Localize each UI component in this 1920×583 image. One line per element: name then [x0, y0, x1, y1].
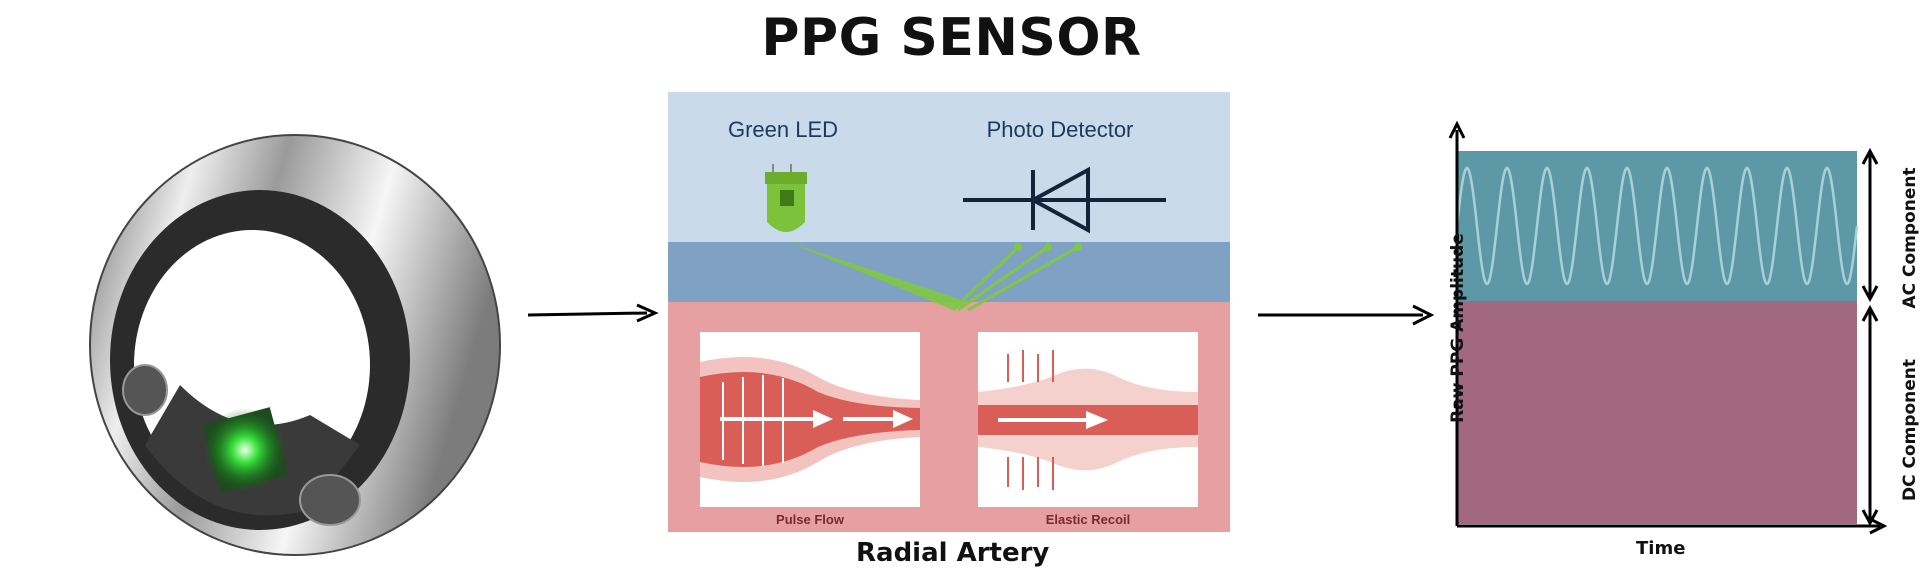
page-title: PPG SENSOR	[761, 8, 1142, 68]
elastic-recoil-label: Elastic Recoil	[1046, 512, 1131, 527]
y-axis-label: Raw PPG Amplitude	[1448, 233, 1468, 423]
ac-waveform	[1455, 166, 1859, 286]
dc-component-label: DC Component	[1900, 358, 1920, 502]
photo-diode-icon	[963, 166, 1166, 234]
x-axis-label: Time	[1636, 538, 1686, 559]
ac-component-label: AC Component	[1900, 167, 1920, 309]
arrow-to-chart	[1258, 304, 1435, 326]
photo-detector-label: Photo Detector	[987, 117, 1134, 142]
radial-artery-caption: Radial Artery	[856, 538, 1050, 568]
arrow-to-sensor	[527, 303, 659, 323]
ppg-sensor-diagram: Green LED Photo Detector Pulse Flow	[668, 92, 1230, 532]
green-led-label: Green LED	[728, 117, 838, 142]
green-led-icon	[765, 164, 807, 232]
pulse-flow-label: Pulse Flow	[776, 512, 845, 527]
dc-component-region	[1457, 301, 1857, 524]
smart-ring-image	[89, 134, 501, 556]
ppg-signal-chart	[1448, 120, 1888, 535]
